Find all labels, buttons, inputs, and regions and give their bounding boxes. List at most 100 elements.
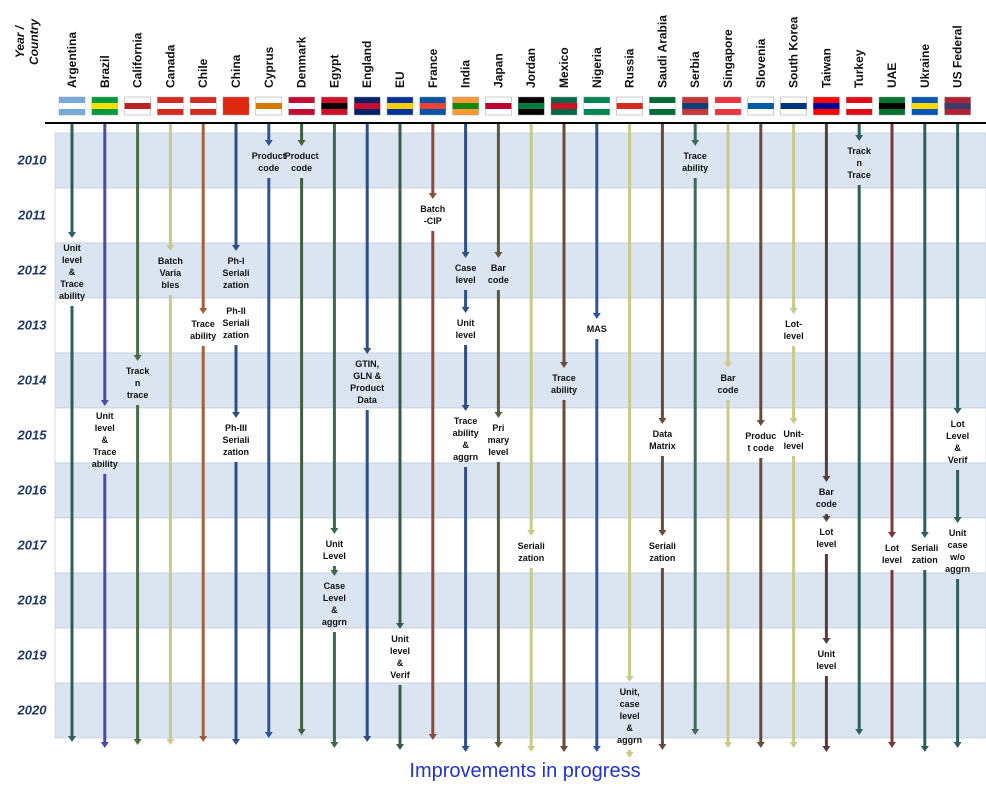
country-name: Jordan	[524, 48, 538, 88]
year-label: 2016	[17, 483, 48, 498]
arrow-head	[68, 232, 76, 238]
milestone-label: Seriali zation	[648, 541, 676, 563]
milestone-label: Product code	[284, 151, 319, 173]
country-name: US Federal	[951, 25, 965, 88]
arrow-head	[789, 418, 798, 424]
flag-stripe	[879, 103, 905, 109]
country-name: Nigeria	[590, 47, 604, 88]
flag-stripe	[157, 103, 184, 109]
arrow-head	[527, 746, 536, 752]
milestone-label: Product code	[251, 151, 286, 173]
country-name: Serbia	[688, 51, 702, 88]
milestone-label: Ph-III Seriali zation	[222, 423, 250, 457]
milestone-label: Unit level & Verif	[389, 634, 411, 680]
arrow-head	[100, 742, 109, 748]
milestone-label: Produc t code	[745, 431, 777, 453]
milestone-label: Bar code	[717, 373, 739, 395]
flag-stripe	[321, 103, 348, 109]
arrow-head	[658, 744, 667, 750]
country-name: England	[360, 41, 374, 88]
year-label: 2013	[17, 318, 48, 333]
milestone-label: Batch Varia bles	[157, 256, 183, 290]
arrow-head	[461, 307, 470, 313]
arrow-head	[461, 252, 470, 258]
milestone-label: Trace ability & aggrn	[452, 416, 479, 462]
country-name: Canada	[163, 44, 177, 88]
flag-stripe	[255, 103, 282, 109]
arrow-head	[264, 732, 273, 738]
milestone-label: Unit level & Trace ability	[91, 411, 118, 469]
country-name: California	[131, 32, 145, 88]
arrow-head	[592, 313, 601, 319]
year-band	[54, 517, 986, 574]
flag-stripe	[485, 103, 512, 109]
arrow-head	[133, 739, 142, 745]
country-name: Russia	[623, 48, 637, 88]
arrow-head	[494, 412, 503, 418]
milestone-label: Track n trace	[125, 366, 150, 400]
year-label: 2011	[17, 208, 46, 223]
footer: Improvements in progress	[409, 760, 641, 782]
arrow-head	[363, 348, 372, 354]
arrow-head	[330, 570, 339, 576]
flag-stripe	[124, 103, 151, 109]
year-band	[54, 132, 986, 189]
arrow-head	[855, 135, 864, 141]
country-name: UAE	[885, 63, 899, 88]
country-name: Taiwan	[819, 48, 833, 88]
arrow-head	[199, 736, 208, 742]
arrow-head	[297, 729, 306, 735]
arrow-head	[724, 742, 732, 748]
milestone-label: Ph-II Seriali zation	[222, 306, 250, 340]
arrow-head	[461, 405, 470, 411]
flag-stripe	[616, 103, 643, 109]
milestone-label: Ph-I Seriali zation	[222, 256, 250, 290]
milestone-label: Seriali zation	[517, 541, 545, 563]
arrow-head	[658, 418, 667, 424]
arrow-head	[330, 528, 339, 534]
milestone-label: Track n Trace	[847, 146, 871, 180]
arrow-head	[133, 355, 142, 361]
arrow-head	[888, 742, 896, 748]
arrow-head	[363, 736, 372, 742]
milestone-label: Unit Level	[322, 539, 346, 561]
country-name: Turkey	[852, 49, 866, 88]
milestone-label: Unit- level	[783, 429, 804, 451]
flag-stripe	[747, 103, 774, 109]
arrow-head	[691, 729, 700, 735]
country-name: Argentina	[65, 32, 79, 88]
milestone-label: Case level	[454, 263, 477, 285]
milestone-label: Unit level	[455, 318, 476, 340]
arrow-head	[756, 742, 765, 748]
flag-stripe	[649, 103, 676, 109]
arrow-head	[166, 245, 175, 251]
arrow-head	[68, 736, 76, 742]
year-label: 2020	[17, 703, 48, 718]
arrow-head	[953, 742, 962, 748]
flag-stripe	[223, 103, 249, 109]
arrow-head	[953, 517, 962, 523]
flag-stripe	[715, 103, 741, 109]
year-label: 2017	[17, 538, 48, 553]
milestone-label: Bar code	[815, 487, 837, 509]
country-name: Saudi Arabia	[655, 15, 669, 88]
arrow-head	[330, 742, 339, 748]
year-band	[54, 242, 986, 299]
arrow-head	[822, 476, 831, 482]
milestone-label: Unit level & Trace ability	[58, 243, 85, 301]
year-band	[54, 572, 986, 629]
country-name: South Korea	[787, 16, 801, 88]
milestone-label: GTIN, GLN & Product Data	[350, 359, 385, 405]
corner-label: Year / Country	[13, 19, 41, 65]
flag-stripe	[354, 103, 381, 109]
milestone-label: Trace ability	[682, 151, 709, 173]
arrow-head	[625, 752, 634, 758]
country-name: Brazil	[98, 55, 112, 88]
flag-stripe	[387, 103, 413, 109]
arrow-head	[756, 420, 765, 426]
country-name: Cyprus	[262, 46, 276, 88]
flag-stripe	[682, 103, 709, 109]
arrow-head	[396, 623, 404, 629]
flag-stripe	[780, 103, 807, 109]
arrow-head	[232, 412, 240, 418]
